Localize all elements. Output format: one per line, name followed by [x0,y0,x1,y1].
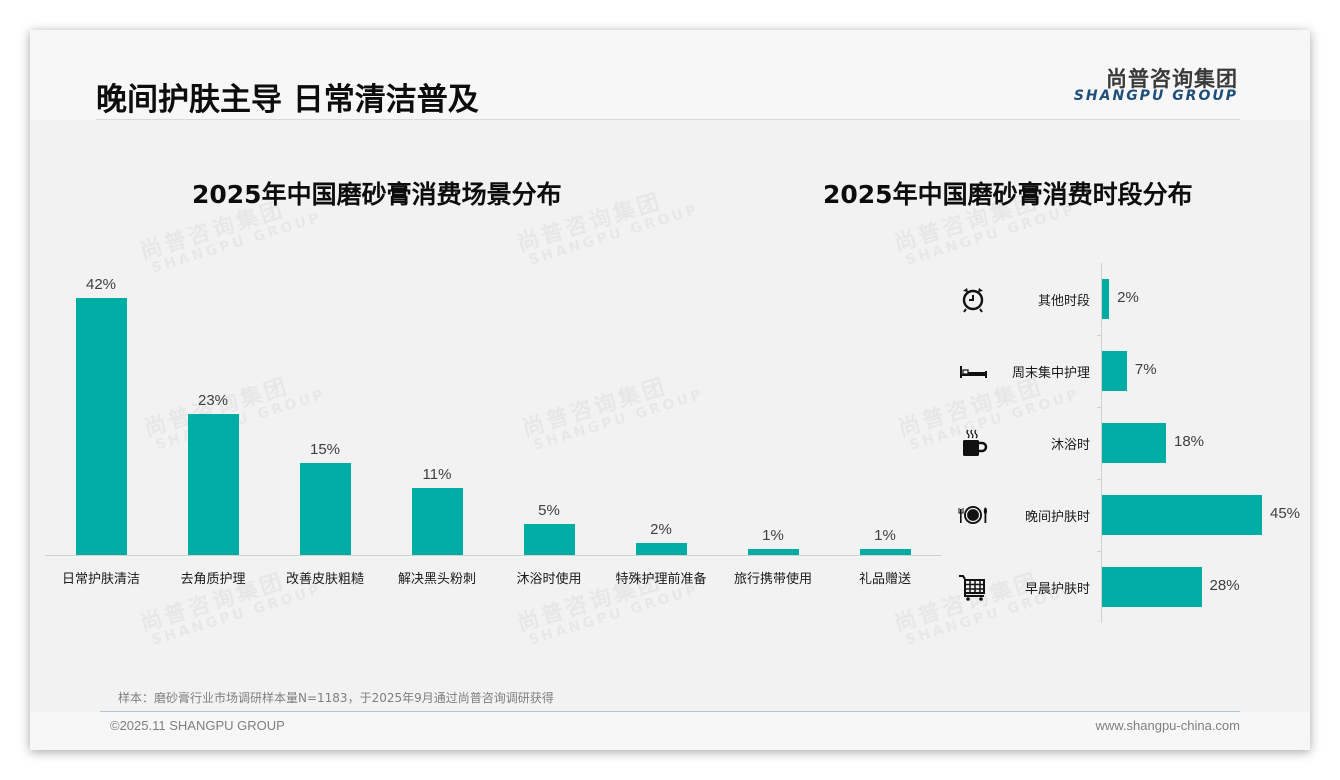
category-label: 沐浴时使用 [516,572,582,587]
bar-value-label: 18% [1174,433,1205,450]
alarm-clock-icon [958,284,988,314]
bar-value-label: 7% [1134,361,1157,378]
bar [636,542,687,555]
category-label: 改善皮肤粗糙 [285,572,364,587]
axis-tick [1097,479,1101,480]
bar-group: 2% 特殊护理前准备 [605,270,717,590]
bar [188,414,239,555]
y-axis-line [1101,263,1102,623]
category-label: 去角质护理 [180,572,246,587]
bar-group: 11% 解决黑头粉刺 [381,270,493,590]
bar-row: 早晨护肤时 28% [950,551,1310,623]
category-label: 其他时段 [1037,294,1090,309]
copyright: ©2025.11 SHANGPU GROUP [110,718,285,733]
bar-value-label: 15% [309,441,341,459]
bar-value-label: 2% [1117,289,1139,306]
logo-chinese: 尚普咨询集团 [1106,67,1238,91]
x-axis-baseline [45,555,942,556]
page-title: 晚间护肤主导 日常清洁普及 [96,82,479,118]
bar-group: 5% 沐浴时使用 [493,270,605,590]
bar [1102,423,1166,463]
logo-english: SHANGPU GROUP [1073,88,1238,104]
bar-value-label: 5% [538,502,560,520]
category-label: 晚间护肤时 [1024,510,1090,525]
bar [524,524,575,555]
bar [412,487,463,555]
bar [1102,495,1262,535]
bar-value-label: 45% [1270,505,1301,522]
bar [76,298,127,555]
bar-group: 1% 旅行携带使用 [717,270,829,590]
category-label: 解决黑头粉刺 [397,572,476,587]
bar [1102,351,1127,391]
bar-row: 晚间护肤时 45% [950,479,1310,551]
header-band [30,30,1310,120]
dinner-plate-icon [958,500,988,530]
bar-group: 15% 改善皮肤粗糙 [269,270,381,590]
bar [300,463,351,555]
slide: 晚间护肤主导 日常清洁普及 尚普咨询集团 SHANGPU GROUP 尚普咨询集… [30,30,1310,750]
axis-tick [1097,335,1101,336]
time-bar-chart: 其他时段 2% 周末集中护理 7% 沐浴时 18% 晚间护肤时 45% 早晨护肤时 28% [950,263,1310,625]
bar-value-label: 2% [650,520,672,538]
bar-value-label: 42% [85,276,117,293]
bar-group: 1% 礼品赠送 [829,270,941,590]
bar-value-label: 1% [874,526,896,544]
bar-group: 42% 日常护肤清洁 [45,270,157,590]
axis-tick [1097,551,1101,552]
coffee-cup-icon [958,428,988,458]
bar-row: 沐浴时 18% [950,407,1310,479]
source-note: 样本：磨砂膏行业市场调研样本量N=1183，于2025年9月通过尚普咨询调研获得 [118,691,554,705]
bar-value-label: 28% [1209,577,1240,594]
scene-bar-chart: 42% 日常护肤清洁 23% 去角质护理 15% 改善皮肤粗糙 11% 解决黑头粉刺 5% 沐浴时… [45,270,942,590]
shopping-cart-icon [958,572,988,602]
time-chart-title: 2025年中国磨砂膏消费时段分布 [823,180,1193,209]
bar-row: 周末集中护理 7% [950,335,1310,407]
category-label: 特殊护理前准备 [615,572,707,587]
bar-group: 23% 去角质护理 [157,270,269,590]
scene-chart-title: 2025年中国磨砂膏消费场景分布 [192,180,562,209]
title-divider [96,119,1240,120]
bar-value-label: 11% [422,465,452,483]
category-label: 旅行携带使用 [733,572,812,587]
category-label: 沐浴时 [1050,438,1090,453]
bar-row: 其他时段 2% [950,263,1310,335]
bar [748,548,799,555]
bar [860,548,911,555]
bar [1102,567,1202,607]
footer-band [30,712,1310,750]
category-label: 礼品赠送 [858,572,911,587]
category-label: 日常护肤清洁 [61,572,140,587]
bar-value-label: 23% [197,392,229,410]
axis-tick [1097,407,1101,408]
category-label: 早晨护肤时 [1024,582,1090,597]
website-link[interactable]: www.shangpu-china.com [1095,718,1240,733]
bed-icon [958,356,988,386]
category-label: 周末集中护理 [1011,366,1090,381]
bar-value-label: 1% [762,526,784,544]
footer-divider [100,711,1240,712]
bar [1102,279,1110,319]
